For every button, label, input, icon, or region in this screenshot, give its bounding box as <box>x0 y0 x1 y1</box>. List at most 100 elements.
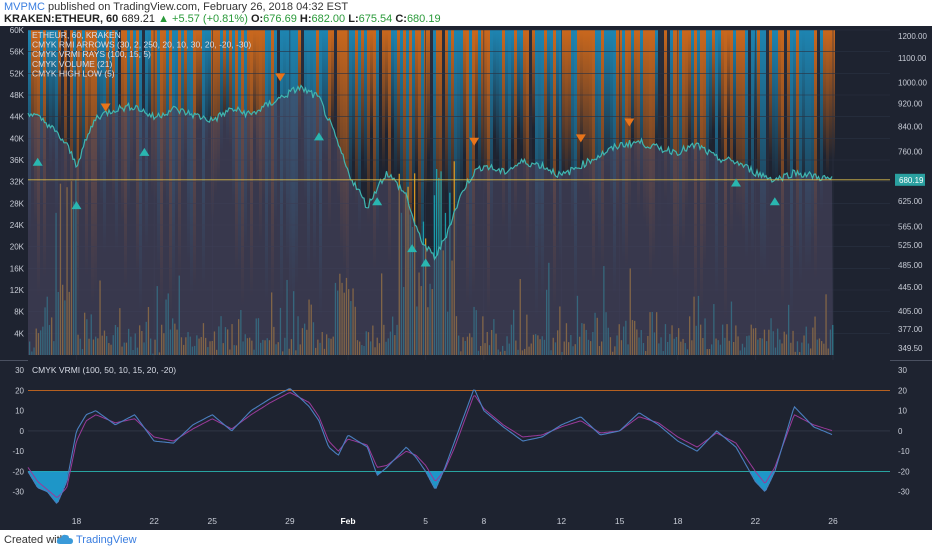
time-tick-label: 5 <box>423 516 428 526</box>
rmi-band <box>58 30 61 138</box>
rmi-band <box>670 30 673 209</box>
rmi-band <box>661 30 664 173</box>
rmi-band <box>748 30 751 187</box>
last-price-tag-label: 680.19 <box>899 176 924 185</box>
rmi-band <box>322 30 325 158</box>
rmi-band <box>517 30 520 129</box>
rmi-band <box>529 30 532 298</box>
time-tick-label: 29 <box>285 516 295 526</box>
price-axis: 1200.00 1100.00 1000.00 920.00 840.00 760.00 6… <box>898 32 927 353</box>
sell-arrow-icon <box>100 103 111 112</box>
volume-tick-label: 28K <box>10 199 25 208</box>
tradingview-link[interactable]: TradingView <box>76 534 137 546</box>
vrmi-tick-label-right: -20 <box>898 467 910 476</box>
author-link[interactable]: MVPMC <box>4 1 45 13</box>
rmi-band <box>793 30 796 169</box>
volume-tick-label: 36K <box>10 156 25 165</box>
rmi-band <box>256 30 259 187</box>
rmi-band <box>721 30 724 164</box>
rmi-band <box>691 30 694 175</box>
rmi-band <box>472 30 475 296</box>
open-value: 676.69 <box>263 13 297 25</box>
rmi-band <box>523 30 526 188</box>
rmi-band <box>490 30 493 248</box>
rmi-band <box>592 30 595 287</box>
tradingview-cloud-icon <box>56 534 74 548</box>
volume-tick-label: 40K <box>10 134 25 143</box>
publish-header: MVPMC published on TradingView.com, Febr… <box>0 0 932 26</box>
vrmi-tick-label-left: 10 <box>15 407 24 416</box>
rmi-band <box>427 30 430 159</box>
rmi-band <box>775 30 778 195</box>
rmi-band <box>757 30 760 191</box>
rmi-band <box>571 30 574 232</box>
buy-arrow-icon <box>372 197 383 206</box>
vrmi-legend: CMYK VRMI (100, 50, 10, 15, 20, -20) <box>32 365 176 375</box>
rmi-band <box>817 30 820 150</box>
vrmi-tick-label-right: 0 <box>898 427 903 436</box>
rmi-band <box>526 30 529 259</box>
rmi-band <box>220 30 223 155</box>
rmi-band <box>643 30 646 225</box>
rmi-band <box>79 30 82 173</box>
rmi-band <box>406 30 409 313</box>
rmi-band <box>811 30 814 244</box>
buy-arrow-icon <box>313 132 324 141</box>
volume-tick-label: 48K <box>10 91 25 100</box>
rmi-band <box>778 30 781 177</box>
rmi-band <box>421 30 424 316</box>
close-label: C: <box>395 13 407 25</box>
rmi-band <box>586 30 589 192</box>
rmi-band <box>439 30 442 266</box>
rmi-band <box>412 30 415 208</box>
rmi-band <box>820 30 823 214</box>
price-tick-label: 1000.00 <box>898 78 927 87</box>
rmi-band <box>64 30 67 215</box>
rmi-band <box>493 30 496 138</box>
rmi-band <box>394 30 397 182</box>
volume-tick-label: 52K <box>10 69 25 78</box>
rmi-band <box>106 30 109 172</box>
rmi-band <box>823 30 826 157</box>
rmi-band <box>373 30 376 273</box>
ohlc-line: KRAKEN:ETHEUR, 60 689.21 ▲ +5.57 (+0.81%… <box>4 13 441 25</box>
indicator-legend-item: CMYK RMI ARROWS (30, 2, 250, 20, 10, 30,… <box>32 40 251 50</box>
rmi-band <box>709 30 712 146</box>
rmi-band <box>460 30 463 203</box>
rmi-band <box>706 30 709 205</box>
rmi-band <box>619 30 622 172</box>
rmi-band <box>415 30 418 169</box>
rmi-band <box>538 30 541 274</box>
rmi-band <box>358 30 361 239</box>
rmi-band <box>631 30 634 141</box>
rmi-band <box>583 30 586 192</box>
rmi-band <box>475 30 478 145</box>
buy-arrow-icon <box>32 157 43 166</box>
price-tick-label: 840.00 <box>898 122 923 131</box>
rmi-band <box>73 30 76 183</box>
last-price: 689.21 <box>121 13 156 25</box>
volume-tick-label: 44K <box>10 113 25 122</box>
rmi-band <box>253 30 256 141</box>
vrmi-tick-label-left: -10 <box>12 447 24 456</box>
rmi-band <box>340 30 343 256</box>
rmi-band <box>208 30 211 138</box>
rmi-band <box>547 30 550 140</box>
rmi-band <box>418 30 421 269</box>
rmi-band <box>448 30 451 239</box>
time-tick-label: 22 <box>751 516 761 526</box>
last-price-tag: 680.19 <box>895 173 925 186</box>
rmi-band <box>367 30 370 227</box>
time-tick-label: 15 <box>615 516 625 526</box>
time-tick-label: 26 <box>828 516 838 526</box>
rmi-band <box>109 30 112 146</box>
time-axis: 18 22 25 29 Feb 5 8 12 15 18 22 26 <box>72 516 838 526</box>
price-tick-label: 525.00 <box>898 241 923 250</box>
rmi-band <box>52 30 55 159</box>
volume-tick-label: 24K <box>10 221 25 230</box>
vrmi-tick-label-left: 30 <box>15 366 24 375</box>
buy-arrow-icon <box>420 258 431 267</box>
rmi-band <box>223 30 226 128</box>
